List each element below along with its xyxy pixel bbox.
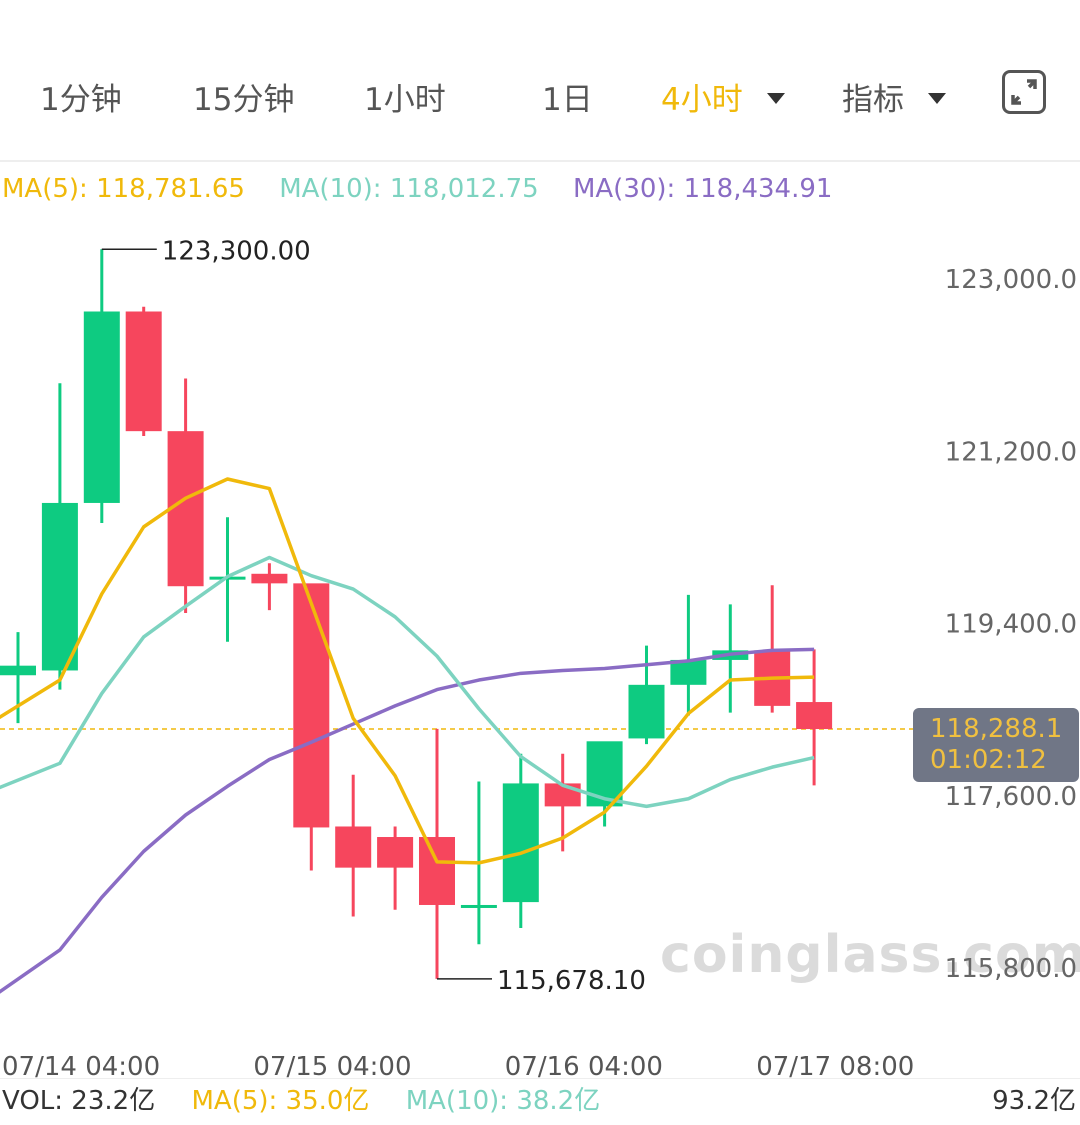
ma10-legend: MA(10): 118,012.75 bbox=[279, 174, 539, 204]
vol-ma5: MA(5): 35.0亿 bbox=[191, 1086, 370, 1116]
x-tick-label: 07/17 08:00 bbox=[756, 1052, 914, 1080]
divider bbox=[0, 1078, 1080, 1079]
extreme-price-label: 115,678.10 bbox=[497, 966, 646, 996]
y-tick-label: 121,200.0 bbox=[945, 437, 1077, 467]
tab-15min[interactable]: 15分钟 bbox=[193, 82, 295, 118]
fullscreen-icon[interactable] bbox=[1002, 70, 1046, 114]
indicator-dropdown[interactable]: 指标 bbox=[842, 74, 946, 119]
candle-body bbox=[460, 904, 497, 908]
extreme-price-label: 123,300.00 bbox=[162, 236, 311, 266]
countdown: 01:02:12 bbox=[930, 745, 1047, 775]
current-price: 118,288.1 bbox=[930, 714, 1063, 744]
candle-body bbox=[293, 583, 330, 828]
candle-body bbox=[670, 659, 707, 685]
y-tick-label: 115,800.0 bbox=[945, 954, 1077, 984]
ma30-legend: MA(30): 118,434.91 bbox=[572, 174, 833, 204]
candle-body bbox=[502, 783, 539, 903]
y-tick-label: 119,400.0 bbox=[945, 610, 1077, 640]
candle-body bbox=[628, 684, 665, 739]
candle-body bbox=[125, 311, 162, 432]
tab-4hour[interactable]: 4小时 bbox=[661, 74, 785, 119]
candle-body bbox=[419, 837, 455, 905]
vol-ma10: MA(10): 38.2亿 bbox=[405, 1086, 601, 1116]
y-tick-label: 117,600.0 bbox=[945, 782, 1077, 812]
x-tick-label: 07/15 04:00 bbox=[253, 1052, 411, 1080]
candle-body bbox=[251, 573, 288, 584]
ma30-line bbox=[0, 647, 815, 994]
candle-body bbox=[335, 826, 372, 868]
candle-body bbox=[83, 311, 120, 503]
chevron-down-icon bbox=[928, 93, 946, 104]
candle-body bbox=[796, 702, 833, 730]
indicator-label: 指标 bbox=[842, 82, 904, 118]
x-tick-label: 07/16 04:00 bbox=[505, 1052, 663, 1080]
candlestick-chart[interactable]: 123,000.0 121,200.0 119,400.0 117,600.0 115,… bbox=[0, 200, 1080, 1080]
watermark: coinglass.com bbox=[660, 925, 1080, 985]
ma5-line bbox=[0, 477, 815, 865]
ma-legend: MA(5): 118,781.65 MA(10): 118,012.75 MA(… bbox=[2, 174, 858, 204]
volume-legend: VOL: 23.2亿 MA(5): 35.0亿 MA(10): 38.2亿 bbox=[2, 1080, 628, 1117]
tab-1hour[interactable]: 1小时 bbox=[364, 82, 446, 118]
timeframe-toolbar: 1分钟 15分钟 1小时 1日 4小时 指标 bbox=[0, 0, 1080, 162]
x-tick-label: 07/14 04:00 bbox=[2, 1052, 160, 1080]
ma5-legend: MA(5): 118,781.65 bbox=[2, 174, 245, 204]
tab-1day[interactable]: 1日 bbox=[542, 82, 593, 118]
candle-body bbox=[41, 502, 78, 671]
ma10-line bbox=[0, 555, 815, 809]
candle-body bbox=[0, 665, 36, 676]
volume-max: 93.2亿 bbox=[992, 1086, 1076, 1116]
current-price-tag: 118,288.1 01:02:12 bbox=[913, 708, 1079, 782]
chevron-down-icon bbox=[766, 93, 785, 104]
candle-body bbox=[167, 431, 204, 587]
tab-4hour-label: 4小时 bbox=[661, 82, 743, 118]
y-tick-label: 123,000.0 bbox=[945, 265, 1077, 295]
vol-value: VOL: 23.2亿 bbox=[2, 1086, 156, 1116]
tab-1min[interactable]: 1分钟 bbox=[40, 82, 122, 118]
candle-body bbox=[377, 837, 414, 868]
